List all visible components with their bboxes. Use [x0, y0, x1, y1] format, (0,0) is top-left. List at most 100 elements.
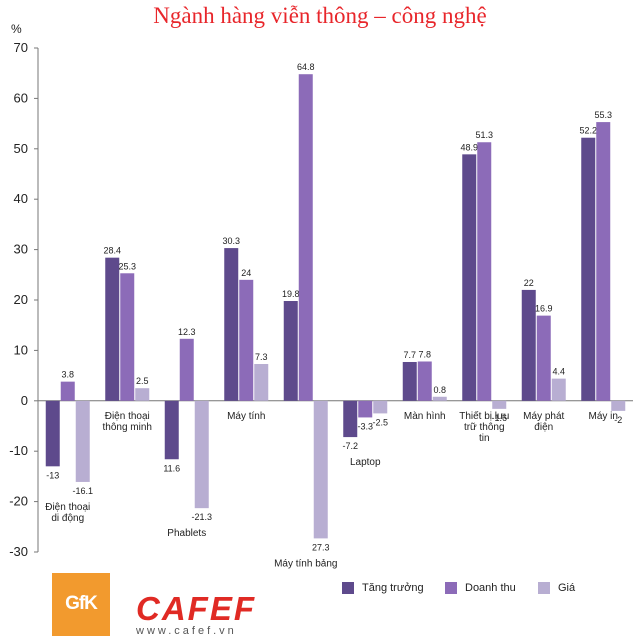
bar — [194, 400, 209, 509]
bar — [105, 257, 120, 401]
category-label: thông minh — [103, 422, 152, 433]
bar — [551, 378, 566, 401]
category-label: Máy phát — [523, 411, 564, 422]
bar — [254, 364, 269, 401]
category-label: Màn hình — [404, 411, 446, 422]
category-label: Máy tính — [227, 411, 265, 422]
chart-title: Ngành hàng viễn thông – công nghệ — [153, 3, 487, 28]
data-label: 48.9 — [460, 142, 478, 152]
bar — [373, 400, 388, 414]
cafef-url: www.cafef.vn — [136, 625, 237, 637]
bar — [492, 400, 507, 409]
bar — [164, 400, 179, 460]
y-tick-label: -10 — [9, 443, 28, 458]
bar — [313, 400, 328, 539]
y-tick-label: -30 — [9, 544, 28, 559]
legend-swatch-tang-truong — [342, 582, 354, 595]
legend-item-doanh-thu: Doanh thu — [445, 582, 516, 595]
legend-label-tang-truong: Tăng trưởng — [362, 582, 424, 595]
data-label: 7.3 — [255, 352, 268, 362]
data-label: 52.2 — [579, 126, 597, 136]
category-label: Phablets — [167, 528, 206, 539]
y-tick-label: 60 — [14, 90, 28, 105]
y-axis-unit-label: % — [11, 22, 22, 36]
bar — [343, 400, 358, 438]
bar — [611, 400, 626, 411]
data-label: -2.5 — [372, 417, 388, 427]
legend-swatch-doanh-thu — [445, 582, 457, 595]
bar — [521, 289, 536, 401]
bar — [298, 74, 313, 401]
data-label: 30.3 — [222, 236, 240, 246]
category-label: Điện thoại — [105, 411, 150, 422]
category-label: Máy tính bảng — [274, 558, 337, 569]
category-label: Laptop — [350, 457, 381, 468]
legend-item-tang-truong: Tăng trưởng — [342, 582, 424, 595]
bar — [283, 301, 298, 401]
y-tick-label: 50 — [14, 141, 28, 156]
data-label: 27.3 — [312, 542, 330, 552]
bar — [477, 142, 492, 401]
data-label: 22 — [524, 278, 534, 288]
y-tick-label: 20 — [14, 292, 28, 307]
data-label: -3.3 — [357, 421, 373, 431]
data-label: 11.6 — [163, 463, 180, 473]
legend-label-gia: Giá — [558, 582, 576, 595]
data-label: 4.4 — [552, 367, 565, 377]
bar — [432, 396, 447, 401]
data-label: 7.8 — [418, 349, 431, 359]
data-label: -2 — [614, 415, 622, 425]
bar — [75, 400, 90, 482]
bar — [45, 400, 60, 467]
data-label: 16.9 — [535, 304, 553, 314]
legend-swatch-gia — [538, 582, 550, 595]
data-label: 28.4 — [103, 246, 121, 256]
category-label: tin — [479, 433, 490, 444]
data-label: 3.8 — [61, 370, 74, 380]
data-label: 55.3 — [594, 110, 612, 120]
data-label: 2.5 — [136, 376, 149, 386]
bar — [596, 122, 611, 401]
data-label: 51.3 — [475, 130, 493, 140]
y-tick-label: 10 — [14, 342, 28, 357]
data-label: 64.8 — [297, 62, 315, 72]
bar — [536, 315, 551, 401]
y-tick-label: 0 — [21, 393, 28, 408]
cafef-logo: CAFEF — [136, 590, 256, 627]
data-label: 0.8 — [433, 385, 446, 395]
bar — [417, 361, 432, 401]
bar — [462, 154, 477, 401]
data-label: 24 — [241, 268, 251, 278]
data-label: -21.3 — [191, 512, 212, 522]
y-tick-label: 70 — [14, 40, 28, 55]
legend-label-doanh-thu: Doanh thu — [465, 582, 516, 595]
data-label: 19.8 — [282, 289, 300, 299]
bar — [224, 248, 239, 401]
bar — [179, 338, 194, 401]
gfk-logo: GfK — [52, 573, 110, 636]
data-label: 12.3 — [178, 327, 196, 337]
data-label: -16.1 — [72, 486, 93, 496]
y-tick-label: 40 — [14, 191, 28, 206]
category-label: điện — [534, 422, 553, 433]
data-label: 25.3 — [118, 261, 136, 271]
gfk-logo-text: GfK — [65, 593, 98, 614]
data-label: -1.6 — [491, 413, 507, 423]
data-label: -13 — [46, 470, 59, 480]
data-label: 7.7 — [403, 350, 416, 360]
category-label: Thiết bị lưu — [459, 410, 509, 422]
data-label: -7.2 — [342, 441, 358, 451]
legend-item-gia: Giá — [538, 582, 576, 595]
bar — [581, 137, 596, 401]
y-tick-label: 30 — [14, 242, 28, 257]
bar — [60, 381, 75, 401]
category-label: Điện thoại — [45, 502, 90, 513]
bar — [402, 361, 417, 401]
bar — [120, 273, 135, 401]
bar — [358, 400, 373, 418]
category-label: di động — [51, 513, 84, 524]
y-tick-label: -20 — [9, 494, 28, 509]
bar — [135, 388, 150, 401]
category-label: Máy in — [589, 411, 618, 422]
